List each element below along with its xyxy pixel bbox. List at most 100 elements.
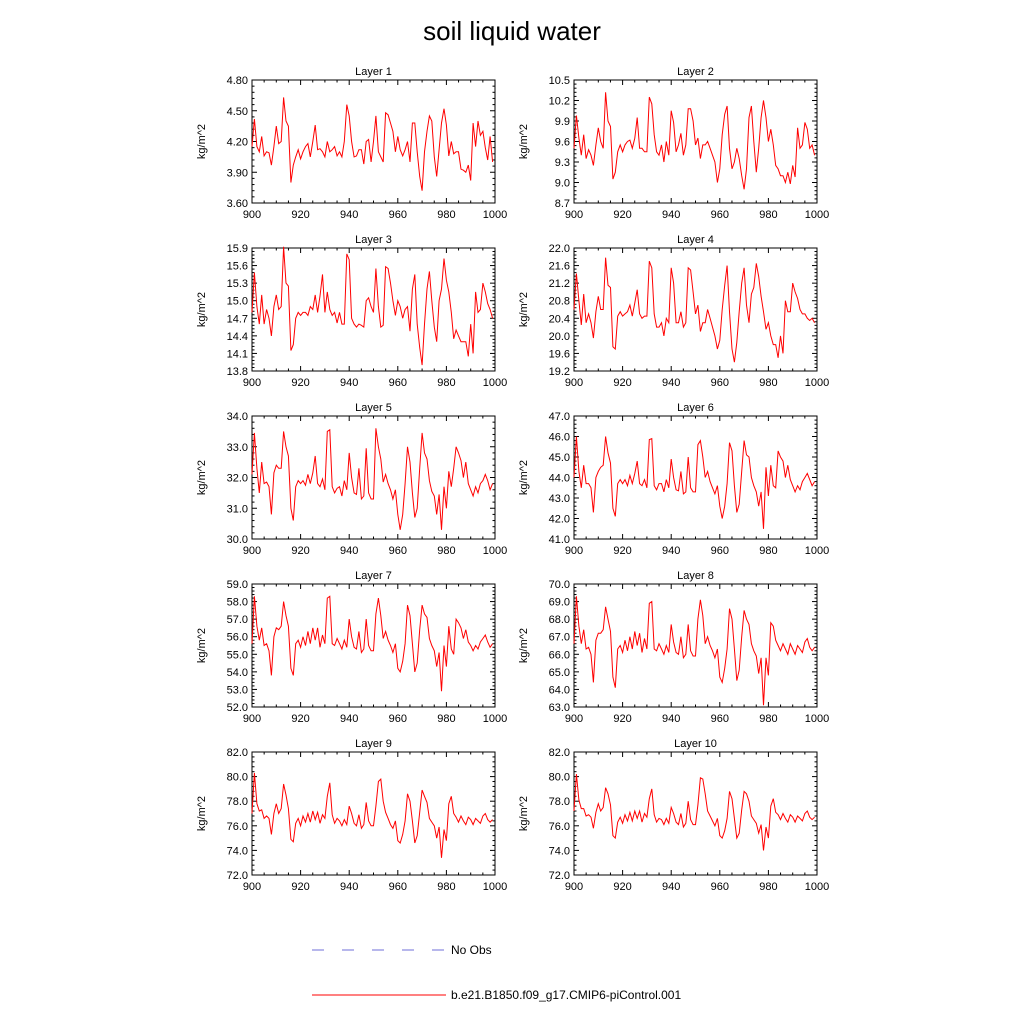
y-tick-label: 21.6	[549, 261, 570, 273]
panel-title: Layer 2	[677, 66, 714, 78]
panel-layer-8: Layer 8 kg/m^2 63.0 64.0 65.0 66.0 67.0 68.0 69.…	[518, 570, 829, 725]
y-tick-label: 3.60	[227, 198, 248, 210]
y-axis-label: kg/m^2	[518, 796, 530, 831]
y-tick-label: 67.0	[549, 632, 570, 644]
plot-frame	[573, 415, 818, 540]
y-tick-label: 44.0	[549, 473, 570, 485]
series-line	[573, 436, 816, 529]
panel-title: Layer 8	[677, 570, 714, 582]
y-tick-label: 68.0	[549, 614, 570, 626]
x-tick-label: 980	[759, 713, 777, 725]
y-tick-label: 76.0	[549, 821, 570, 833]
panel-layer-4: Layer 4 kg/m^2 19.2 19.6 20.0 20.4 20.8 21.2 21.…	[518, 234, 829, 389]
x-tick-label: 920	[613, 377, 631, 389]
series-line	[251, 772, 493, 858]
x-tick-label: 1000	[805, 209, 829, 221]
x-tick-label: 1000	[483, 713, 507, 725]
plot-frame	[251, 415, 496, 540]
y-tick-label: 82.0	[549, 747, 570, 759]
panel-title: Layer 10	[674, 738, 717, 750]
y-tick-label: 15.3	[227, 278, 248, 290]
y-tick-label: 19.6	[549, 348, 570, 360]
x-tick-label: 900	[565, 881, 583, 893]
y-tick-label: 8.7	[555, 198, 570, 210]
x-tick-label: 980	[437, 881, 455, 893]
y-tick-label: 20.8	[549, 296, 570, 308]
x-tick-label: 940	[662, 713, 680, 725]
y-tick-label: 41.0	[549, 534, 570, 546]
y-tick-label: 30.0	[227, 534, 248, 546]
y-tick-label: 70.0	[549, 579, 570, 591]
x-tick-label: 980	[437, 713, 455, 725]
x-tick-label: 900	[565, 377, 583, 389]
y-tick-label: 4.20	[227, 137, 248, 149]
x-tick-label: 940	[662, 209, 680, 221]
y-tick-label: 76.0	[227, 821, 248, 833]
y-tick-label: 14.1	[227, 348, 248, 360]
y-tick-label: 66.0	[549, 649, 570, 661]
x-tick-label: 920	[613, 881, 631, 893]
y-axis-label: kg/m^2	[518, 460, 530, 495]
y-tick-label: 58.0	[227, 597, 248, 609]
x-tick-label: 920	[291, 881, 309, 893]
y-axis-label: kg/m^2	[518, 628, 530, 663]
y-tick-label: 54.0	[227, 667, 248, 679]
y-tick-label: 4.50	[227, 106, 248, 118]
y-tick-label: 45.0	[549, 452, 570, 464]
series-line	[251, 246, 494, 366]
y-axis-label: kg/m^2	[196, 628, 208, 663]
x-tick-label: 940	[340, 545, 358, 557]
y-tick-label: 63.0	[549, 702, 570, 714]
y-tick-label: 52.0	[227, 702, 248, 714]
y-axis-label: kg/m^2	[518, 292, 530, 327]
series-line	[251, 428, 494, 530]
x-tick-label: 1000	[483, 881, 507, 893]
y-tick-label: 47.0	[549, 411, 570, 423]
x-tick-label: 1000	[483, 209, 507, 221]
x-tick-label: 1000	[805, 377, 829, 389]
panel-layer-5: Layer 5 kg/m^2 30.0 31.0 32.0 33.0 34.0 900 920 9…	[196, 402, 507, 557]
x-tick-label: 940	[340, 713, 358, 725]
x-tick-label: 900	[243, 881, 261, 893]
x-tick-label: 940	[340, 377, 358, 389]
y-tick-label: 4.80	[227, 75, 248, 87]
y-tick-label: 13.8	[227, 366, 248, 378]
x-tick-label: 980	[759, 881, 777, 893]
x-tick-label: 980	[437, 377, 455, 389]
x-tick-label: 980	[437, 209, 455, 221]
panel-layer-9: Layer 9 kg/m^2 72.0 74.0 76.0 78.0 80.0 82.0 900…	[196, 738, 507, 893]
y-tick-label: 20.4	[549, 313, 570, 325]
x-tick-label: 900	[243, 713, 261, 725]
x-tick-label: 1000	[805, 881, 829, 893]
x-tick-label: 900	[243, 545, 261, 557]
x-tick-label: 980	[759, 545, 777, 557]
y-tick-label: 59.0	[227, 579, 248, 591]
x-tick-label: 900	[565, 545, 583, 557]
y-tick-label: 72.0	[227, 870, 248, 882]
x-tick-label: 960	[389, 209, 407, 221]
x-tick-label: 960	[389, 545, 407, 557]
y-tick-label: 65.0	[549, 667, 570, 679]
series-line	[573, 257, 816, 363]
x-tick-label: 1000	[805, 545, 829, 557]
y-axis-label: kg/m^2	[196, 796, 208, 831]
y-tick-label: 9.6	[555, 137, 570, 149]
x-tick-label: 940	[340, 209, 358, 221]
y-tick-label: 64.0	[549, 684, 570, 696]
y-axis-label: kg/m^2	[196, 460, 208, 495]
x-tick-label: 1000	[483, 545, 507, 557]
y-tick-label: 15.6	[227, 261, 248, 273]
x-tick-label: 900	[565, 713, 583, 725]
y-tick-label: 14.4	[227, 331, 248, 343]
x-tick-label: 940	[662, 881, 680, 893]
y-tick-label: 31.0	[227, 503, 248, 515]
y-tick-label: 10.5	[549, 75, 570, 87]
panel-layer-6: Layer 6 kg/m^2 41.0 42.0 43.0 44.0 45.0 46.0 47.…	[518, 402, 829, 557]
x-tick-label: 940	[340, 881, 358, 893]
plot-frame	[573, 751, 818, 876]
y-tick-label: 32.0	[227, 473, 248, 485]
x-tick-label: 960	[711, 209, 729, 221]
x-tick-label: 920	[291, 713, 309, 725]
